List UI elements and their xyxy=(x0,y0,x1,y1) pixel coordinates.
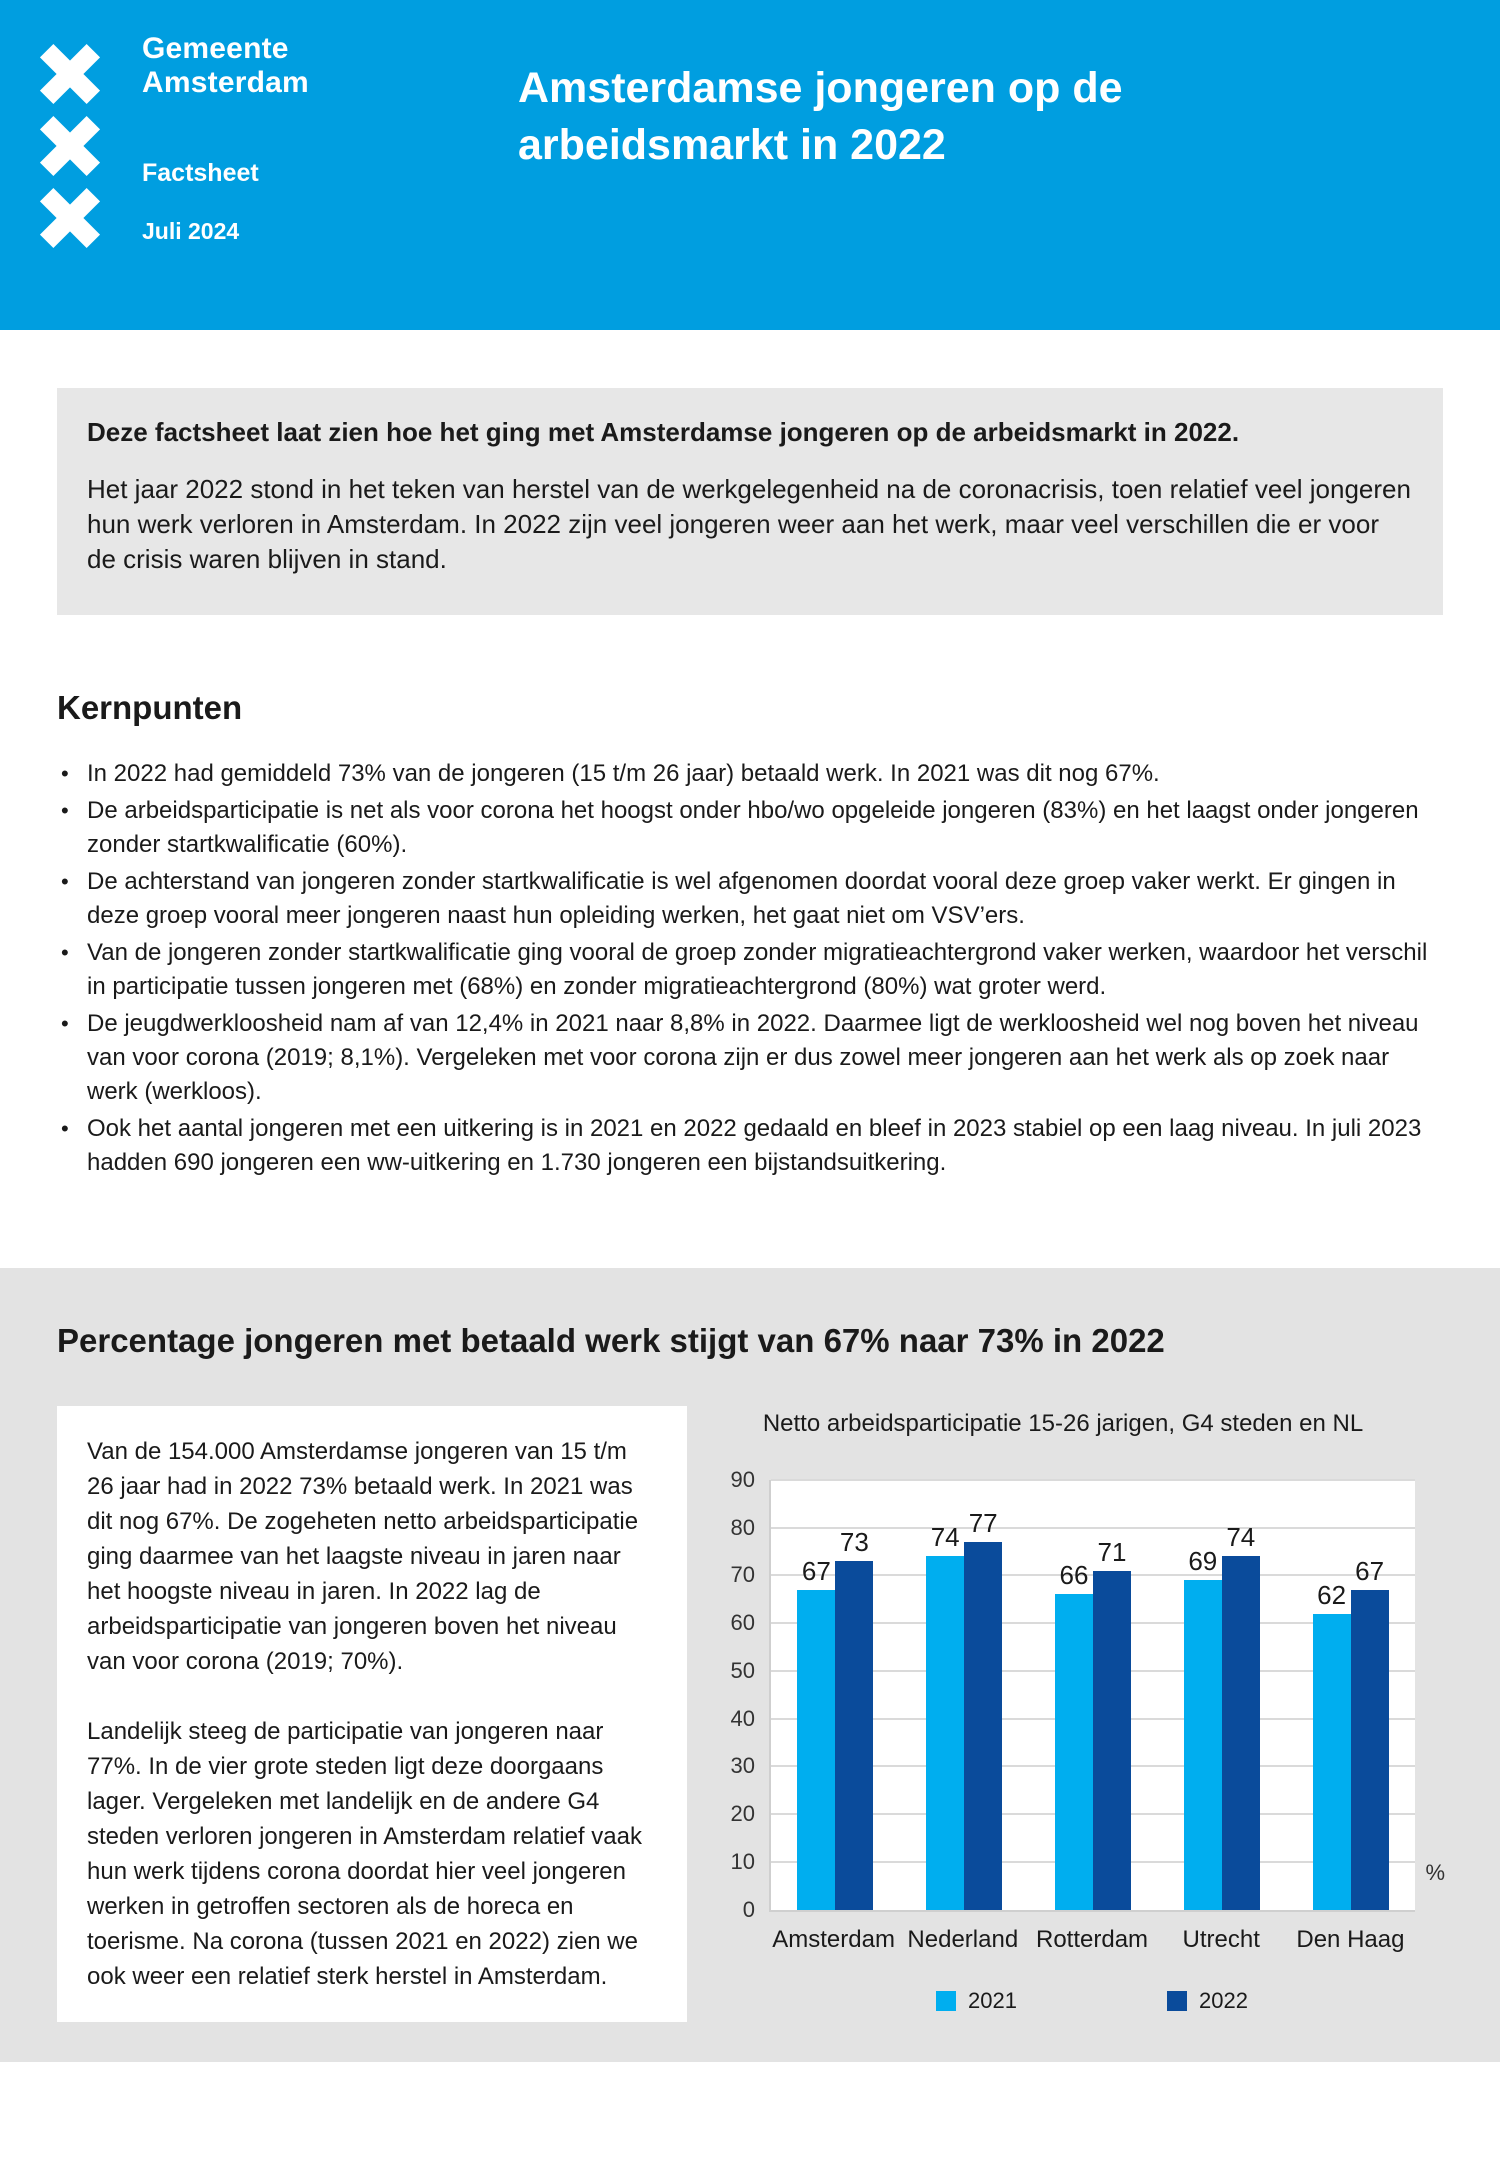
bar-rect xyxy=(1054,1594,1093,1910)
bar-2021-Nederland: 74 xyxy=(926,1480,965,1910)
header-banner: Gemeente Amsterdam Factsheet Juli 2024 A… xyxy=(0,0,1500,330)
y-tick-label: 80 xyxy=(730,1514,755,1540)
y-tick-label: 50 xyxy=(730,1657,755,1683)
kernpunten-heading: Kernpunten xyxy=(57,688,243,726)
legend-item-2021: 2021 xyxy=(936,1988,1017,2014)
bar-value-label: 67 xyxy=(801,1555,831,1586)
bar-2021-Den Haag: 62 xyxy=(1312,1480,1351,1910)
narrative-paragraph-2: Landelijk steeg de participatie van jong… xyxy=(87,1717,642,1990)
bar-value-label: 74 xyxy=(1226,1522,1256,1553)
org-name-line2: Amsterdam xyxy=(142,65,309,99)
bar-chart: Netto arbeidsparticipatie 15-26 jarigen,… xyxy=(711,1406,1445,2014)
legend-swatch-2021 xyxy=(936,1990,957,2011)
bar-2022-Rotterdam: 71 xyxy=(1092,1480,1131,1910)
y-tick-label: 40 xyxy=(730,1705,755,1731)
legend-item-2022: 2022 xyxy=(1167,1988,1248,2014)
unit-label: % xyxy=(1425,1859,1445,1885)
andreas-crosses-icon xyxy=(39,43,101,249)
section-heading: Percentage jongeren met betaald werk sti… xyxy=(57,1321,1165,1359)
bar-group-Nederland: 74 77 xyxy=(900,1480,1029,1910)
y-tick-label: 70 xyxy=(730,1562,755,1588)
chart-title: Netto arbeidsparticipatie 15-26 jarigen,… xyxy=(762,1409,1364,1437)
legend-label: 2021 xyxy=(968,1987,1017,2013)
bar-rect xyxy=(1183,1580,1222,1910)
bar-2022-Utrecht: 74 xyxy=(1221,1480,1260,1910)
gridline xyxy=(771,1478,1415,1481)
bar-value-label: 73 xyxy=(839,1527,869,1558)
chart-legend: 2021 2022 xyxy=(769,1988,1415,2014)
x-category-label: Den Haag xyxy=(1296,1925,1405,1953)
legend-swatch-2022 xyxy=(1167,1990,1187,2011)
bar-rect xyxy=(1221,1556,1260,1910)
y-axis: 0 10 20 30 40 50 60 70 80 90 xyxy=(711,1468,769,1920)
page-title: Amsterdamse jongeren op de arbeidsmarkt … xyxy=(518,64,1123,170)
bar-area: 67 73 74 77 66 71 69 74 62 67 xyxy=(771,1480,1415,1910)
bar-value-label: 67 xyxy=(1355,1555,1385,1586)
kernpunt-item: De arbeidsparticipatie is net als voor c… xyxy=(57,794,1443,862)
kernpunten-list: In 2022 had gemiddeld 73% van de jongere… xyxy=(57,757,1443,1180)
chart-body: 0 10 20 30 40 50 60 70 80 90 67 73 74 77 66 71 69 74 62 67… xyxy=(711,1468,1445,1920)
bar-group-Amsterdam: 67 73 xyxy=(771,1480,900,1910)
x-category-label: Rotterdam xyxy=(1035,1925,1149,1953)
bar-group-Utrecht: 69 74 xyxy=(1157,1480,1286,1910)
kernpunt-item: Van de jongeren zonder startkwalificatie… xyxy=(57,936,1443,1004)
intro-body: Het jaar 2022 stond in het teken van her… xyxy=(87,473,1411,574)
bar-value-label: 69 xyxy=(1188,1546,1218,1577)
y-tick-label: 10 xyxy=(730,1849,755,1875)
x-category-label: Nederland xyxy=(907,1925,1019,1953)
bar-value-label: 77 xyxy=(968,1507,998,1538)
bar-rect xyxy=(1312,1613,1351,1910)
bar-2022-Nederland: 77 xyxy=(964,1480,1003,1910)
bar-rect xyxy=(926,1556,965,1910)
bar-value-label: 74 xyxy=(930,1522,960,1553)
intro-box: Deze factsheet laat zien hoe het ging me… xyxy=(57,388,1443,615)
x-category-label: Amsterdam xyxy=(772,1925,895,1953)
bar-rect xyxy=(835,1561,874,1910)
y-tick-label: 30 xyxy=(730,1753,755,1779)
bar-value-label: 62 xyxy=(1317,1579,1347,1610)
amsterdam-logo: Gemeente Amsterdam Factsheet Juli 2024 xyxy=(30,28,309,264)
intro-section: Deze factsheet laat zien hoe het ging me… xyxy=(0,330,1500,1180)
bar-2021-Amsterdam: 67 xyxy=(797,1480,836,1910)
kernpunt-item: De achterstand van jongeren zonder start… xyxy=(57,865,1443,933)
kernpunt-item: In 2022 had gemiddeld 73% van de jongere… xyxy=(57,757,1443,791)
narrative-paragraph-1: Van de 154.000 Amsterdamse jongeren van … xyxy=(87,1437,639,1675)
bar-rect xyxy=(1350,1589,1389,1910)
kernpunt-item: Ook het aantal jongeren met een uitkerin… xyxy=(57,1112,1443,1180)
chart-plot-area: 67 73 74 77 66 71 69 74 62 67 xyxy=(769,1478,1415,1912)
bar-value-label: 71 xyxy=(1097,1536,1127,1567)
y-tick-label: 20 xyxy=(730,1801,755,1827)
doc-date-label: Juli 2024 xyxy=(142,218,240,245)
gridline xyxy=(771,1526,1415,1529)
bar-value-label: 66 xyxy=(1059,1560,1089,1591)
x-axis-labels: Amsterdam Nederland Rotterdam Utrecht Den Ha… xyxy=(769,1926,1415,1954)
logo-text: Gemeente Amsterdam Factsheet Juli 2024 xyxy=(142,28,309,264)
legend-label: 2022 xyxy=(1199,1987,1248,2013)
doc-type-label: Factsheet xyxy=(142,159,259,188)
org-name-line1: Gemeente xyxy=(142,32,289,65)
bar-2022-Den Haag: 67 xyxy=(1350,1480,1389,1910)
bar-group-Rotterdam: 66 71 xyxy=(1029,1480,1158,1910)
bar-rect xyxy=(1092,1570,1131,1910)
narrative-box: Van de 154.000 Amsterdamse jongeren van … xyxy=(57,1405,687,2022)
org-name: Gemeente Amsterdam xyxy=(142,32,309,99)
section-content-row: Van de 154.000 Amsterdamse jongeren van … xyxy=(57,1405,1445,2022)
bar-2022-Amsterdam: 73 xyxy=(835,1480,874,1910)
bar-2021-Rotterdam: 66 xyxy=(1054,1480,1093,1910)
bar-rect xyxy=(964,1541,1003,1910)
y-tick-label: 90 xyxy=(730,1466,755,1492)
kernpunt-item: De jeugdwerkloosheid nam af van 12,4% in… xyxy=(57,1007,1443,1109)
y-tick-label: 60 xyxy=(730,1610,755,1636)
y-tick-label: 0 xyxy=(742,1896,755,1922)
bar-2021-Utrecht: 69 xyxy=(1183,1480,1222,1910)
x-category-label: Utrecht xyxy=(1182,1925,1260,1953)
chart-section: Percentage jongeren met betaald werk sti… xyxy=(0,1267,1500,2062)
intro-lead: Deze factsheet laat zien hoe het ging me… xyxy=(87,417,1240,447)
bar-rect xyxy=(797,1589,836,1910)
bar-group-Den Haag: 62 67 xyxy=(1286,1480,1415,1910)
